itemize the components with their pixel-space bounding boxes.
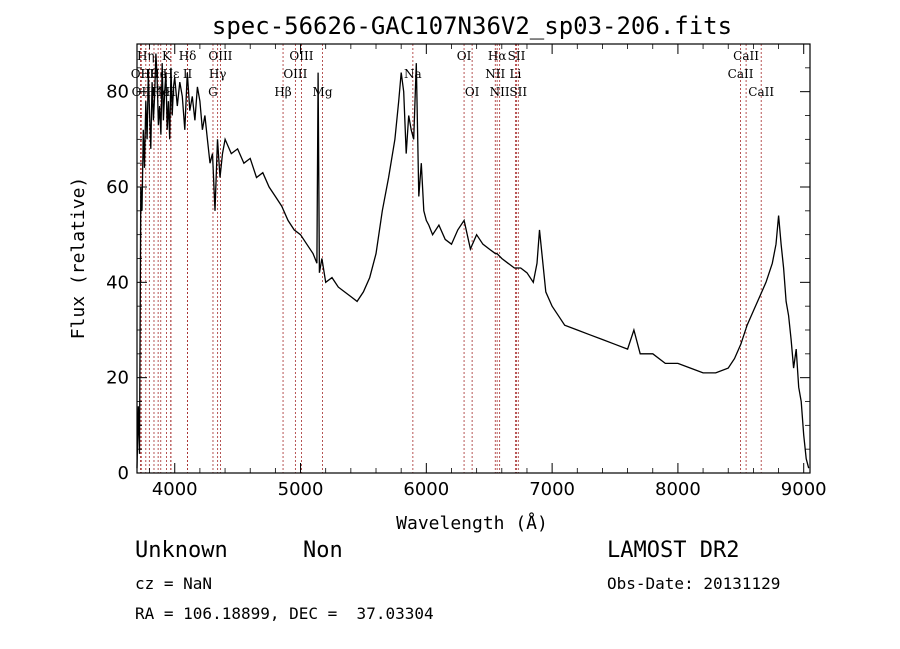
x-tick-label: 9000 [781,479,827,500]
plot-frame [136,43,811,474]
x-tick-label: 4000 [152,479,198,500]
chart-title: spec-56626-GAC107N36V2_sp03-206.fits [212,12,732,40]
y-tick-label: 0 [118,463,129,484]
line-label: SII [508,49,526,63]
spectral-line-labels: OIIOIIHηHθHζHeHeKHHεHδIIGHγOIIIHβOIIIOII… [131,49,775,99]
line-label: Hθ [140,67,158,81]
line-label: NII [485,67,505,81]
y-axis-label: Flux (relative) [68,177,89,340]
line-label: K [162,49,172,63]
object-class: Unknown [135,538,228,563]
line-label: Hα [488,49,507,63]
line-label: OI [457,49,472,63]
line-label: Mg [313,85,333,99]
line-label: CaII [728,67,754,81]
line-label: SII [509,85,527,99]
line-label: NII [490,85,510,99]
redshift-cz: cz = NaN [135,574,213,593]
coordinates: RA = 106.18899, DEC = 37.03304 [135,604,434,623]
line-label: OI [465,85,480,99]
line-label: Li [509,67,521,81]
spectrum-line [136,53,810,469]
y-tick-label: 80 [106,82,129,103]
object-subclass: Non [303,538,343,563]
x-tick-label: 5000 [278,479,324,500]
y-axis: 0 20 40 60 80 [106,67,810,484]
survey-name: LAMOST DR2 [607,538,740,563]
x-axis-label: Wavelength (Å) [396,512,548,534]
line-label: G [208,85,218,99]
line-label: Hδ [179,49,197,63]
line-label: CaII [733,49,759,63]
y-tick-label: 60 [106,177,129,198]
spectral-line-markers [139,44,762,473]
y-tick-label: 40 [106,272,129,293]
line-label: OIII [289,49,313,63]
line-label: Hη [137,49,155,63]
line-label: OIII [283,67,307,81]
x-tick-label: 8000 [655,479,701,500]
x-axis: 4000 5000 6000 7000 8000 9000 [149,44,827,500]
line-label: OIII [208,49,232,63]
x-tick-label: 7000 [529,479,575,500]
line-label: Na [404,67,422,81]
line-label: CaII [748,85,774,99]
x-tick-label: 6000 [403,479,449,500]
line-label: Hβ [274,85,291,99]
line-label: Hγ [209,67,227,81]
y-tick-label: 20 [106,368,129,389]
line-label: OII [131,67,151,81]
obs-date: Obs-Date: 20131129 [607,574,781,593]
